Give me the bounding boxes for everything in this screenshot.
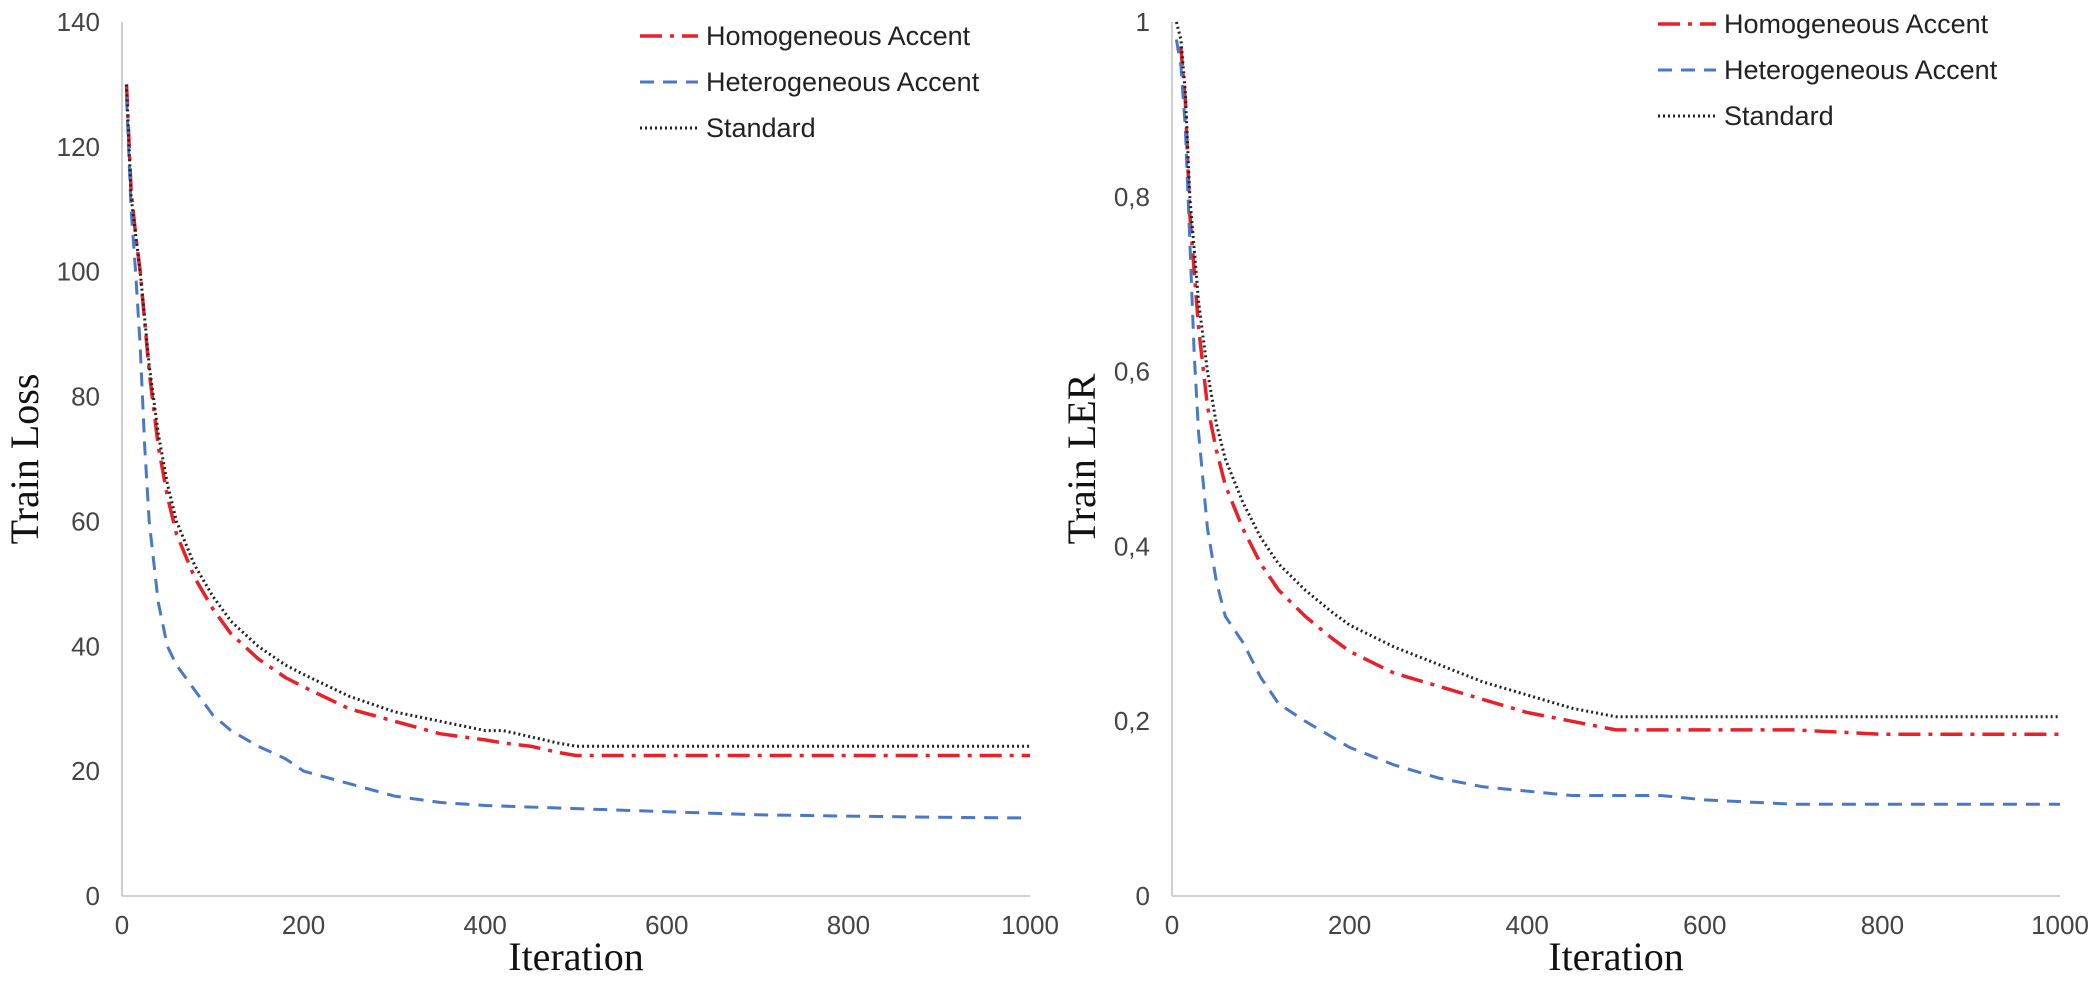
legend-label: Homogeneous Accent — [1724, 9, 1989, 39]
x-tick-label: 1000 — [1001, 910, 1059, 940]
x-tick-label: 0 — [1165, 910, 1179, 940]
y-tick-label: 100 — [57, 257, 100, 287]
y-tick-label: 0,4 — [1114, 531, 1150, 561]
x-tick-label: 600 — [645, 910, 688, 940]
y-axis-title: Train Loss — [2, 374, 47, 545]
legend-label: Standard — [1724, 101, 1834, 131]
series-line-standard — [1174, 21, 2060, 719]
series-line-standard — [125, 84, 1030, 748]
x-tick-label: 200 — [282, 910, 325, 940]
y-tick-label: 1 — [1136, 7, 1150, 37]
x-axis-title: Iteration — [1548, 934, 1684, 979]
series-line-heterogeneous — [1174, 39, 2060, 806]
y-tick-label: 0 — [1136, 881, 1150, 911]
series-line-homogeneous — [1176, 46, 2060, 737]
x-tick-label: 200 — [1328, 910, 1371, 940]
y-tick-label: 20 — [71, 756, 100, 786]
x-tick-label: 800 — [827, 910, 870, 940]
series-line-heterogeneous — [125, 96, 1031, 820]
y-tick-label: 60 — [71, 506, 100, 536]
y-tick-label: 0,8 — [1114, 182, 1150, 212]
legend-label: Homogeneous Accent — [706, 21, 971, 51]
legend: Homogeneous Accent Heterogeneous Accent St… — [1658, 9, 1998, 131]
y-tick-label: 0 — [86, 881, 100, 911]
x-tick-label: 0 — [115, 910, 129, 940]
y-axis-title: Train LER — [1059, 373, 1104, 544]
legend-label: Heterogeneous Accent — [1724, 55, 1998, 85]
y-tick-label: 140 — [57, 7, 100, 37]
x-tick-label: 600 — [1683, 910, 1726, 940]
x-tick-label: 800 — [1861, 910, 1904, 940]
y-tick-label: 80 — [71, 382, 100, 412]
legend: Homogeneous Accent Heterogeneous Accent St… — [640, 21, 980, 143]
chart-1: 0 20 40 60 80 100 120 140 0 200 400 600 800 1000 Itera… — [2, 7, 1059, 979]
y-tick-label: 120 — [57, 132, 100, 162]
x-tick-label: 1000 — [2031, 910, 2089, 940]
x-tick-label: 400 — [1506, 910, 1549, 940]
legend-label: Heterogeneous Accent — [706, 67, 980, 97]
y-tick-label: 40 — [71, 631, 100, 661]
x-axis-title: Iteration — [508, 934, 644, 979]
y-tick-label: 0,2 — [1114, 706, 1150, 736]
series-line-homogeneous — [124, 84, 1030, 758]
chart-2: 0 0,2 0,4 0,6 0,8 1 0 200 400 600 800 1000 Iteration… — [1059, 7, 2089, 979]
legend-label: Standard — [706, 113, 816, 143]
x-tick-label: 400 — [464, 910, 507, 940]
y-tick-label: 0,6 — [1114, 357, 1150, 387]
